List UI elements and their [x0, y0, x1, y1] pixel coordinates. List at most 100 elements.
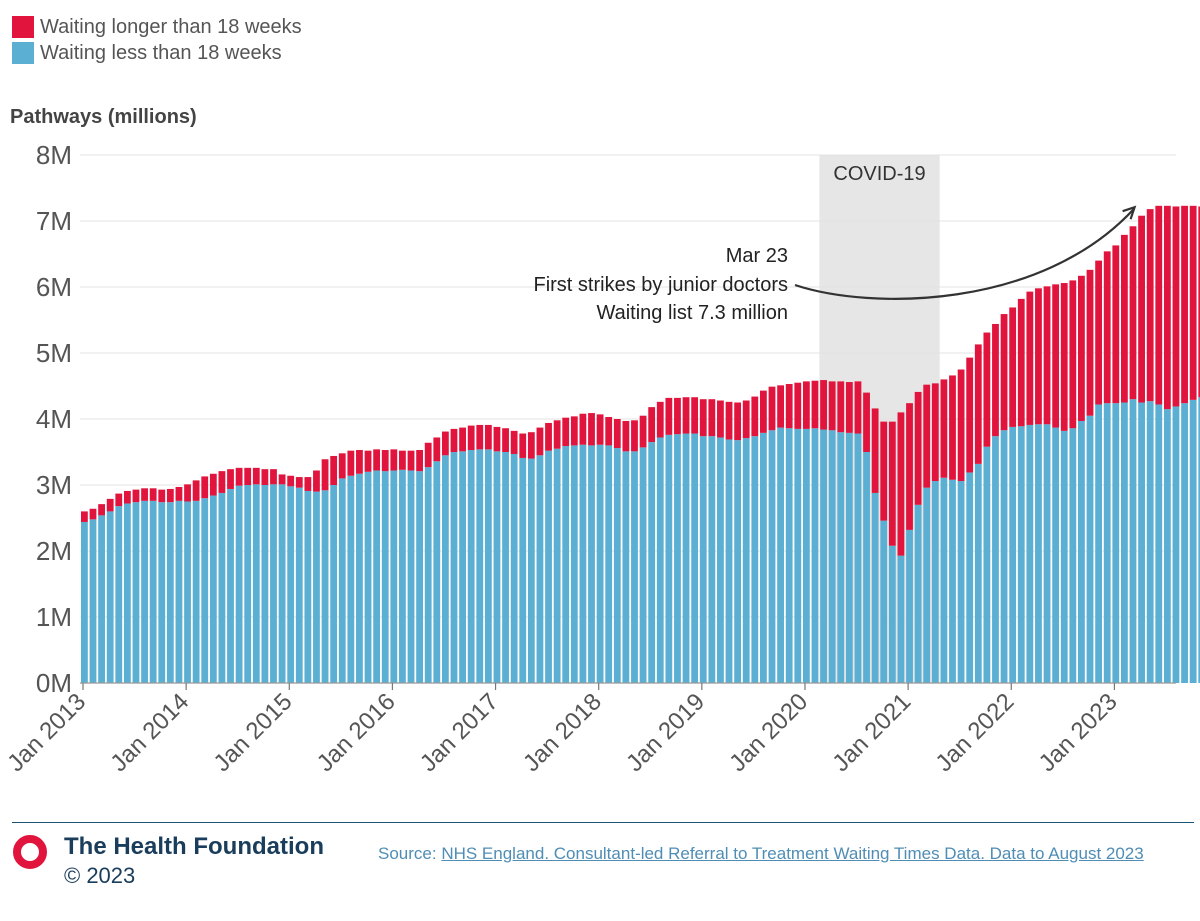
bar-longer-than-18-weeks [330, 455, 338, 485]
bar-longer-than-18-weeks [89, 508, 97, 520]
bar-longer-than-18-weeks [407, 450, 415, 471]
bar-longer-than-18-weeks [1146, 209, 1154, 402]
bar-less-than-18-weeks [1138, 402, 1145, 683]
bar-longer-than-18-weeks [682, 397, 690, 434]
bar-longer-than-18-weeks [1138, 215, 1145, 403]
bar-less-than-18-weeks [1009, 426, 1017, 683]
annotation-line-1: Mar 23 [726, 245, 788, 267]
annotation-line-2: First strikes by junior doctors [533, 274, 788, 296]
bar-less-than-18-weeks [811, 428, 819, 683]
bar-less-than-18-weeks [588, 445, 595, 683]
bar-less-than-18-weeks [983, 446, 991, 683]
bar-less-than-18-weeks [906, 529, 913, 683]
annotation-arrowhead [1122, 205, 1137, 220]
legend-item-less[interactable]: Waiting less than 18 weeks [12, 40, 302, 66]
bar-longer-than-18-weeks [940, 379, 948, 478]
bar-less-than-18-weeks [399, 469, 406, 683]
bar-longer-than-18-weeks [605, 417, 613, 446]
bar-less-than-18-weeks [734, 440, 742, 683]
bar-longer-than-18-weeks [992, 323, 999, 437]
annotation-line-3: Waiting list 7.3 million [596, 302, 788, 324]
bar-less-than-18-weeks [527, 458, 535, 683]
bar-less-than-18-weeks [89, 519, 97, 683]
bar-less-than-18-weeks [1112, 403, 1120, 683]
bar-less-than-18-weeks [802, 428, 810, 683]
bar-longer-than-18-weeks [399, 450, 406, 470]
bar-less-than-18-weeks [1069, 428, 1077, 683]
bar-less-than-18-weeks [244, 485, 252, 683]
bar-less-than-18-weeks [1155, 404, 1163, 683]
bar-longer-than-18-weeks [1095, 260, 1103, 405]
legend-label-less: Waiting less than 18 weeks [40, 41, 282, 64]
bar-less-than-18-weeks [845, 432, 853, 683]
bar-less-than-18-weeks [1146, 401, 1154, 683]
bar-less-than-18-weeks [347, 475, 355, 683]
bar-longer-than-18-weeks [459, 427, 466, 452]
legend-swatch-longer [12, 16, 34, 38]
x-tick-label: Jan 2022 [931, 688, 1020, 777]
bar-longer-than-18-weeks [631, 420, 638, 452]
bar-less-than-18-weeks [888, 545, 896, 683]
source-link[interactable]: NHS England. Consultant-led Referral to … [441, 844, 1144, 863]
bar-less-than-18-weeks [338, 478, 346, 683]
bar-longer-than-18-weeks [1189, 205, 1197, 400]
bar-less-than-18-weeks [295, 487, 303, 683]
y-tick-label: 4M [36, 404, 72, 434]
y-tick-label: 1M [36, 602, 72, 632]
bar-longer-than-18-weeks [123, 490, 131, 504]
bar-less-than-18-weeks [209, 495, 217, 683]
bar-longer-than-18-weeks [175, 486, 183, 501]
bar-less-than-18-weeks [828, 430, 836, 683]
x-tick-label: Jan 2018 [518, 688, 607, 777]
bar-less-than-18-weeks [252, 484, 260, 683]
bar-less-than-18-weeks [510, 453, 518, 683]
bar-less-than-18-weeks [390, 470, 398, 683]
bar-less-than-18-weeks [132, 502, 140, 683]
bar-longer-than-18-weeks [424, 442, 432, 468]
bar-longer-than-18-weeks [966, 357, 974, 473]
bar-less-than-18-weeks [648, 442, 656, 683]
bar-less-than-18-weeks [1120, 402, 1128, 683]
bar-longer-than-18-weeks [665, 397, 673, 435]
bar-longer-than-18-weeks [493, 426, 501, 452]
bar-longer-than-18-weeks [244, 467, 252, 485]
bar-less-than-18-weeks [123, 503, 131, 683]
bar-longer-than-18-weeks [209, 473, 217, 496]
y-tick-label: 2M [36, 536, 72, 566]
bar-less-than-18-weeks [235, 485, 243, 683]
bar-less-than-18-weeks [674, 434, 681, 683]
health-foundation-logo-icon [13, 835, 47, 869]
bar-longer-than-18-weeks [974, 344, 982, 464]
bar-longer-than-18-weeks [467, 425, 475, 451]
bar-less-than-18-weeks [450, 452, 458, 683]
bar-longer-than-18-weeks [270, 469, 277, 485]
bar-less-than-18-weeks [777, 427, 784, 683]
bar-longer-than-18-weeks [751, 396, 759, 437]
bar-less-than-18-weeks [287, 486, 295, 683]
legend-label-longer: Waiting longer than 18 weeks [40, 15, 302, 38]
bar-less-than-18-weeks [502, 452, 509, 683]
bar-less-than-18-weeks [433, 461, 441, 683]
bar-longer-than-18-weeks [596, 414, 604, 445]
bar-longer-than-18-weeks [416, 450, 424, 472]
bar-less-than-18-weeks [570, 445, 578, 683]
bar-less-than-18-weeks [270, 484, 277, 683]
bar-longer-than-18-weeks [527, 432, 535, 459]
x-tick-label: Jan 2015 [209, 688, 298, 777]
bar-longer-than-18-weeks [450, 428, 458, 452]
x-tick-label: Jan 2017 [415, 688, 504, 777]
bar-less-than-18-weeks [98, 515, 105, 683]
bar-longer-than-18-weeks [321, 459, 329, 491]
bar-less-than-18-weeks [1060, 430, 1068, 683]
bar-longer-than-18-weeks [545, 422, 552, 451]
bar-longer-than-18-weeks [381, 450, 389, 472]
bar-longer-than-18-weeks [235, 467, 243, 486]
bar-longer-than-18-weeks [691, 397, 699, 434]
bar-less-than-18-weeks [424, 467, 432, 683]
bar-less-than-18-weeks [115, 506, 123, 683]
bar-less-than-18-weeks [837, 432, 845, 683]
legend-item-longer[interactable]: Waiting longer than 18 weeks [12, 14, 302, 40]
bar-less-than-18-weeks [1035, 424, 1042, 683]
bar-longer-than-18-weeks [802, 381, 810, 429]
y-tick-label: 8M [36, 140, 72, 170]
